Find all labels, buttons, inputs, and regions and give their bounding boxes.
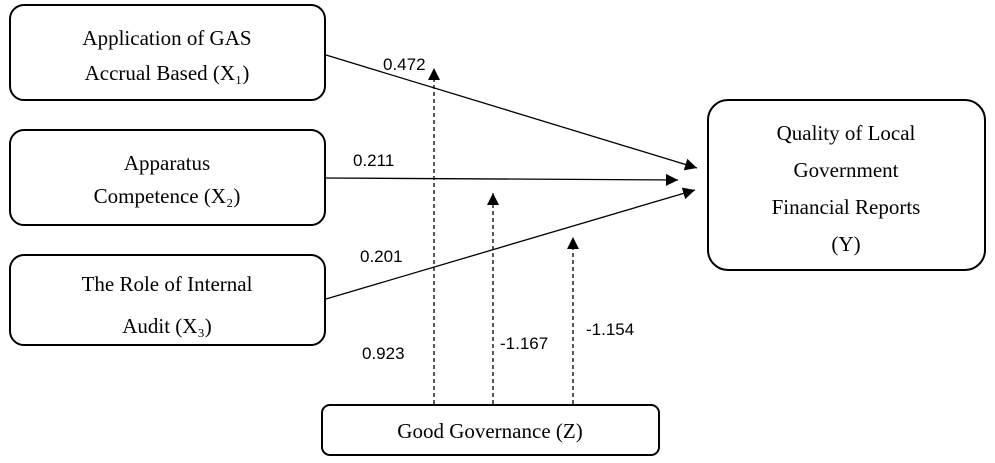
- edge-label: 0.472: [383, 55, 426, 74]
- node-label: Application of GAS: [82, 26, 251, 50]
- edge-label: 0.923: [362, 344, 405, 363]
- node-label: The Role of Internal: [82, 272, 253, 296]
- node-label: Quality of Local: [777, 121, 916, 145]
- node-label: Audit (X₃): [122, 314, 212, 338]
- path-arrow: [325, 187, 696, 300]
- node-box: [321, 404, 660, 456]
- node-box: [9, 4, 326, 101]
- node-box: [9, 254, 326, 346]
- node-label: Competence (X₂): [94, 184, 241, 208]
- node-box: [9, 129, 326, 226]
- node-label: Accrual Based (X₁): [85, 61, 250, 85]
- node-label: Good Governance (Z): [397, 419, 582, 443]
- node-box: [707, 99, 986, 271]
- node-label: (Y): [831, 232, 860, 256]
- edge-label: 0.211: [353, 151, 394, 170]
- path-arrow: [325, 54, 698, 171]
- edge-label: -1.167: [500, 334, 548, 353]
- edge-label: 0.201: [360, 247, 403, 266]
- node-label: Apparatus: [124, 151, 210, 175]
- path-arrow: [325, 173, 679, 186]
- node-label: Government: [794, 158, 899, 182]
- edge-label: -1.154: [586, 320, 634, 339]
- node-label: Financial Reports: [772, 195, 921, 219]
